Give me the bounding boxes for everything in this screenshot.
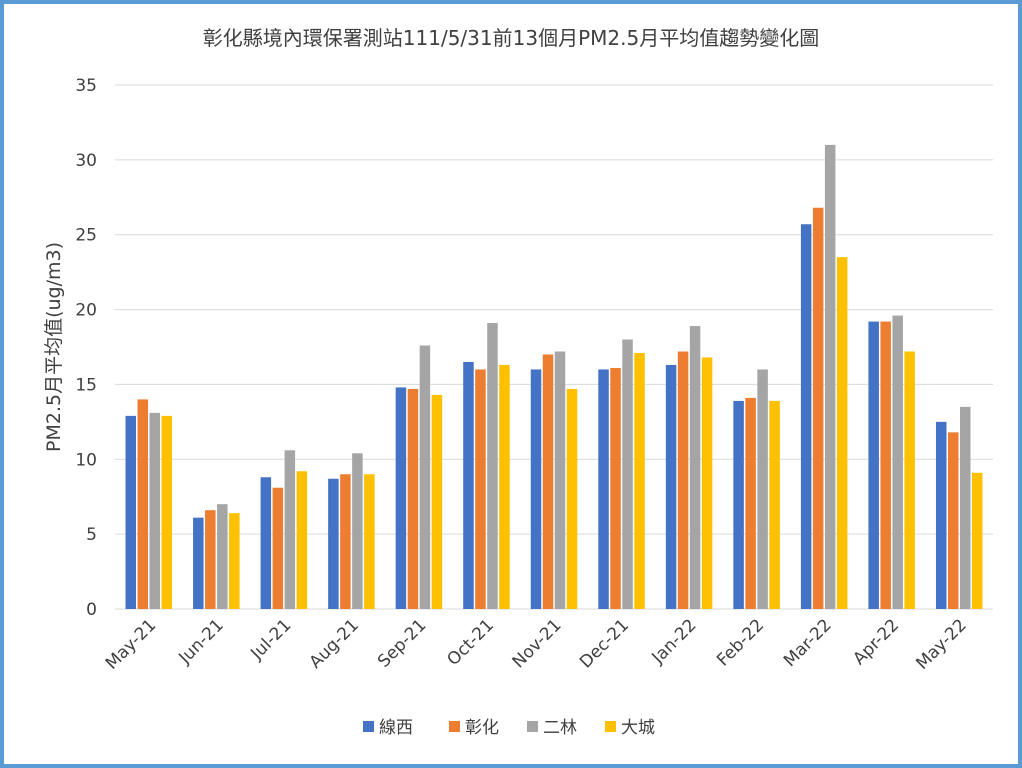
bar — [733, 400, 744, 609]
y-tick-label: 5 — [86, 525, 97, 545]
bar — [125, 415, 137, 609]
x-tick-label: May-21 — [102, 615, 160, 673]
gridlines — [115, 84, 993, 610]
x-tick-label: Aug-21 — [306, 615, 363, 672]
x-tick-label: Apr-22 — [849, 615, 903, 669]
y-tick-label: 25 — [75, 226, 97, 246]
bar — [622, 339, 633, 609]
bar — [284, 450, 296, 609]
x-tick-label: Jun-21 — [175, 615, 228, 668]
bar — [364, 474, 375, 609]
x-tick-label: Nov-21 — [509, 615, 566, 672]
bar — [665, 364, 677, 609]
bar — [260, 477, 272, 609]
bar — [689, 326, 701, 609]
x-tick-label: Feb-22 — [713, 615, 768, 670]
bar — [352, 453, 363, 609]
bar — [892, 315, 903, 609]
bar — [959, 406, 971, 609]
bar — [745, 397, 756, 609]
legend-label: 大城 — [621, 718, 655, 738]
bar — [340, 474, 351, 609]
y-tick-label: 20 — [75, 301, 97, 321]
bar — [757, 369, 768, 609]
bar — [296, 471, 308, 609]
y-tick-label: 15 — [75, 375, 97, 395]
x-tick-label: Sep-21 — [374, 615, 430, 671]
y-tick-label: 35 — [75, 76, 97, 96]
bar — [487, 323, 498, 609]
bar — [328, 478, 339, 609]
bar — [868, 321, 879, 609]
bar — [395, 387, 407, 609]
bar — [800, 224, 812, 609]
bar — [193, 517, 204, 609]
bar — [205, 510, 216, 609]
legend-swatch — [363, 721, 374, 732]
bar — [431, 394, 443, 609]
bar — [229, 513, 240, 609]
bar — [554, 351, 566, 609]
bar — [499, 364, 510, 609]
legend-label: 二林 — [543, 718, 577, 738]
bar — [610, 367, 621, 609]
bar — [836, 257, 848, 609]
bar — [149, 412, 161, 609]
x-tick-label: Jul-21 — [246, 615, 295, 664]
bar — [598, 369, 609, 609]
bar — [137, 399, 149, 609]
bar — [161, 415, 173, 609]
bars — [125, 144, 983, 609]
bar — [272, 487, 284, 609]
bar — [475, 369, 486, 609]
y-tick-label: 0 — [86, 600, 97, 620]
bar — [677, 351, 689, 609]
bar — [701, 357, 713, 609]
bar — [463, 361, 474, 609]
legend-swatch — [605, 721, 616, 732]
x-tick-label: May-22 — [912, 615, 970, 673]
bar — [824, 144, 836, 609]
bar — [407, 388, 419, 609]
y-tick-label: 10 — [75, 450, 97, 470]
bar — [566, 388, 578, 609]
bar — [971, 472, 983, 609]
legend: 線西 彰化 二林 大城 — [363, 718, 655, 738]
chart-title: 彰化縣境內環保署測站111/5/31前13個月PM2.5月平均值趨勢變化圖 — [203, 26, 819, 50]
y-axis-label: PM2.5月平均值(ug/m3) — [43, 242, 65, 452]
bar — [812, 207, 824, 609]
x-tick-label: Dec-21 — [576, 615, 633, 672]
bar — [769, 400, 780, 609]
x-tick-label: Mar-22 — [780, 615, 836, 671]
x-tick-label: Jan-22 — [648, 615, 701, 668]
y-axis-ticks: 0 5 10 15 20 25 30 35 — [75, 76, 97, 620]
bar — [935, 421, 947, 609]
bar — [634, 352, 645, 609]
x-tick-label: Oct-21 — [443, 615, 498, 670]
x-axis-ticks: May-21 Jun-21 Jul-21 Aug-21 Sep-21 Oct-21 Nov-… — [102, 615, 971, 673]
bar — [904, 351, 915, 609]
bar — [217, 504, 228, 609]
legend-swatch — [527, 721, 538, 732]
y-tick-label: 30 — [75, 151, 97, 171]
bar — [542, 354, 554, 609]
bar — [419, 345, 431, 609]
legend-swatch — [449, 721, 460, 732]
bar — [947, 432, 959, 609]
legend-label: 彰化 — [465, 718, 499, 738]
legend-label: 線西 — [379, 718, 413, 738]
bar — [530, 369, 542, 609]
bar — [880, 321, 891, 609]
